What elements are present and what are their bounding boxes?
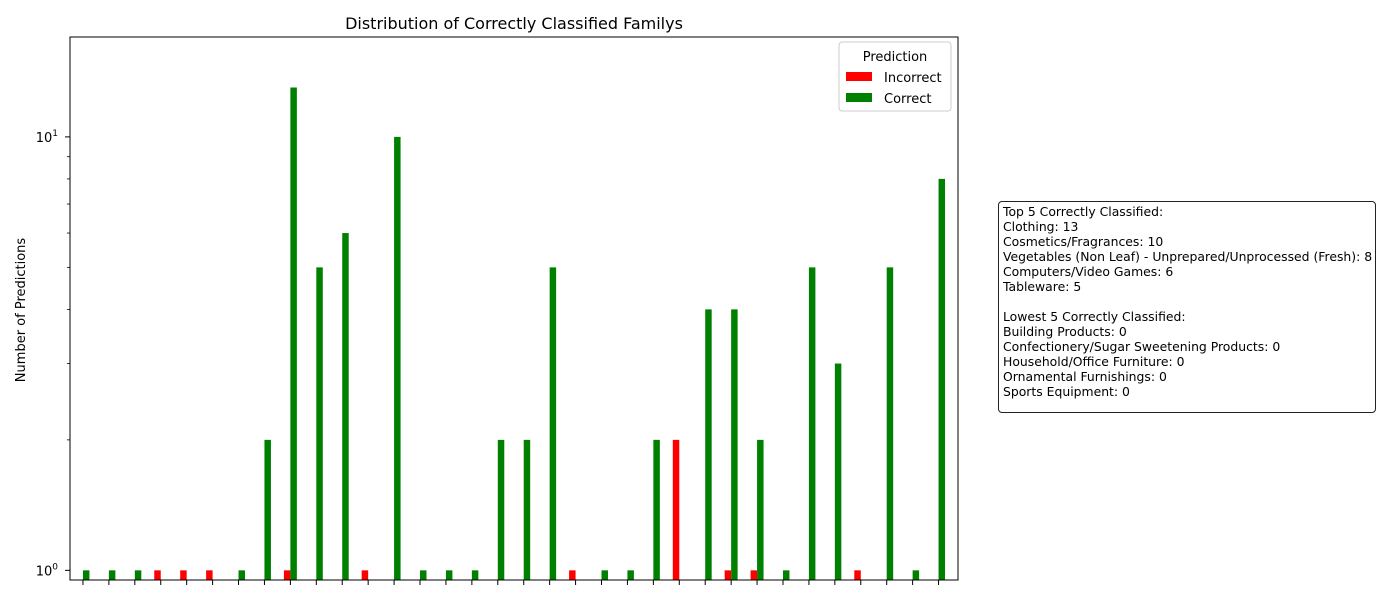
bar-correct-18 — [549, 267, 557, 580]
bar-correct-33 — [938, 178, 946, 580]
bar-correct-8 — [290, 87, 297, 580]
bar-correct-32 — [912, 570, 920, 580]
bar-correct-26 — [757, 439, 764, 580]
legend-label-incorrect: Incorrect — [884, 71, 942, 86]
bar-correct-25 — [731, 309, 738, 580]
legend-title: Prediction — [863, 50, 928, 65]
bar-correct-15 — [471, 570, 479, 580]
bar-correct-12 — [394, 136, 401, 580]
summary-line: Ornamental Furnishings: 0 — [1003, 369, 1167, 384]
bar-correct-20 — [601, 570, 608, 580]
y-axis-label: Number of Predictions — [14, 238, 29, 383]
bar-correct-1 — [108, 570, 116, 580]
summary-box: Top 5 Correctly Classified: Clothing: 13… — [998, 201, 1376, 413]
summary-line: Household/Office Furniture: 0 — [1003, 354, 1185, 369]
legend-swatch-incorrect — [846, 72, 872, 81]
summary-line: Building Products: 0 — [1003, 324, 1127, 339]
legend-label-correct: Correct — [884, 92, 931, 107]
summary-line: Clothing: 13 — [1003, 219, 1079, 234]
bar-correct-10 — [342, 233, 349, 581]
bar-correct-21 — [627, 570, 634, 580]
bar-correct-9 — [316, 267, 323, 580]
bar-incorrect-8 — [283, 570, 291, 580]
bar-incorrect-3 — [154, 570, 161, 580]
bar-incorrect-26 — [750, 570, 758, 580]
bar-correct-22 — [653, 439, 660, 580]
summary-line: Lowest 5 Correctly Classified: — [1003, 309, 1186, 324]
bar-correct-24 — [705, 309, 712, 580]
summary-line: Computers/Video Games: 6 — [1003, 264, 1174, 279]
summary-line — [1003, 294, 1375, 309]
bar-incorrect-25 — [724, 570, 732, 580]
y-ticks-layer: 100 101 — [36, 129, 70, 579]
bar-correct-13 — [420, 570, 427, 580]
summary-line: Cosmetics/Fragrances: 10 — [1003, 234, 1164, 249]
bar-correct-28 — [808, 267, 816, 580]
bar-correct-2 — [134, 570, 142, 580]
legend-swatch-correct — [846, 93, 872, 102]
bar-incorrect-19 — [569, 570, 576, 580]
summary-line: Sports Equipment: 0 — [1003, 384, 1130, 399]
bar-correct-17 — [523, 439, 531, 580]
bar-correct-7 — [264, 439, 271, 580]
bar-incorrect-4 — [180, 570, 187, 580]
chart-title: Distribution of Correctly Classified Fam… — [345, 14, 683, 33]
x-ticks-layer — [82, 580, 940, 585]
summary-line: Vegetables (Non Leaf) - Unprepared/Unpro… — [1003, 249, 1373, 264]
bar-correct-29 — [834, 363, 842, 580]
bar-incorrect-5 — [206, 570, 213, 580]
bar-correct-31 — [886, 267, 894, 580]
bar-incorrect-11 — [361, 570, 369, 580]
bar-correct-27 — [782, 570, 790, 580]
bar-correct-6 — [238, 570, 246, 580]
bar-correct-0 — [82, 570, 90, 580]
plot-frame — [69, 36, 959, 581]
bars-layer — [82, 87, 946, 581]
legend: Prediction Incorrect Correct — [838, 41, 952, 112]
bar-incorrect-23 — [672, 439, 680, 580]
summary-line: Top 5 Correctly Classified: — [1003, 204, 1164, 219]
summary-line: Confectionery/Sugar Sweetening Products:… — [1003, 339, 1281, 354]
y-tick-label-0: 100 — [36, 562, 59, 579]
bar-correct-14 — [445, 570, 453, 580]
summary-line: Tableware: 5 — [1003, 279, 1082, 294]
bar-incorrect-30 — [854, 570, 861, 580]
bar-correct-16 — [497, 439, 505, 580]
y-tick-label-1: 101 — [36, 129, 58, 146]
